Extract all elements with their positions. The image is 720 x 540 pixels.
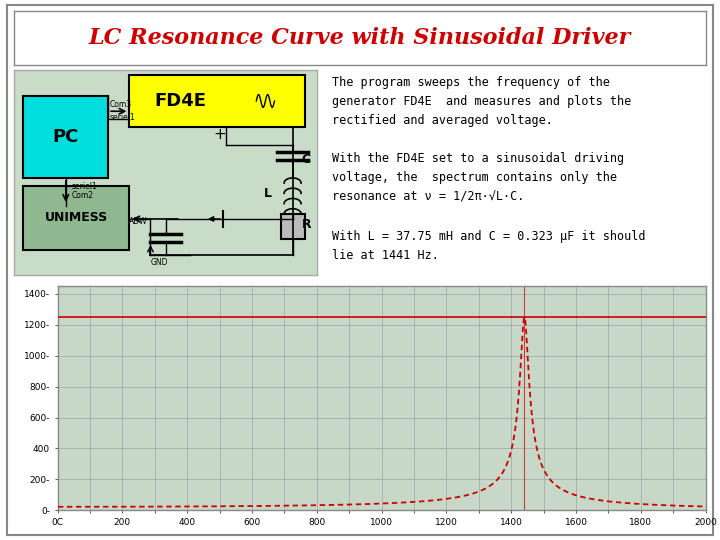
- Bar: [130, 75, 305, 126]
- Text: +: +: [214, 127, 226, 142]
- Text: R: R: [302, 218, 311, 231]
- Text: GND: GND: [150, 258, 168, 267]
- Text: seriel1: seriel1: [109, 113, 135, 122]
- Text: With L = 37.75 mH and C = 0.323 μF it should
lie at 1441 Hz.: With L = 37.75 mH and C = 0.323 μF it sh…: [332, 230, 645, 262]
- Text: With the FD4E set to a sinusoidal driving
voltage, the  spectrum contains only t: With the FD4E set to a sinusoidal drivin…: [332, 152, 624, 203]
- Text: FD4E: FD4E: [155, 92, 207, 110]
- Text: PC: PC: [53, 128, 79, 146]
- Text: UNIMESS: UNIMESS: [45, 211, 108, 224]
- Bar: [24, 96, 108, 178]
- Text: Com2: Com2: [72, 191, 94, 200]
- Text: seriel1: seriel1: [72, 183, 98, 191]
- Bar: [281, 214, 305, 240]
- Text: ADW: ADW: [130, 217, 148, 226]
- Text: LC Resonance Curve with Sinusoidal Driver: LC Resonance Curve with Sinusoidal Drive…: [89, 27, 631, 49]
- Text: L: L: [264, 187, 271, 200]
- Text: C: C: [302, 153, 311, 166]
- Bar: [24, 186, 130, 249]
- Text: The program sweeps the frequency of the
generator FD4E  and measures and plots t: The program sweeps the frequency of the …: [332, 76, 631, 127]
- Text: Com3: Com3: [109, 100, 132, 109]
